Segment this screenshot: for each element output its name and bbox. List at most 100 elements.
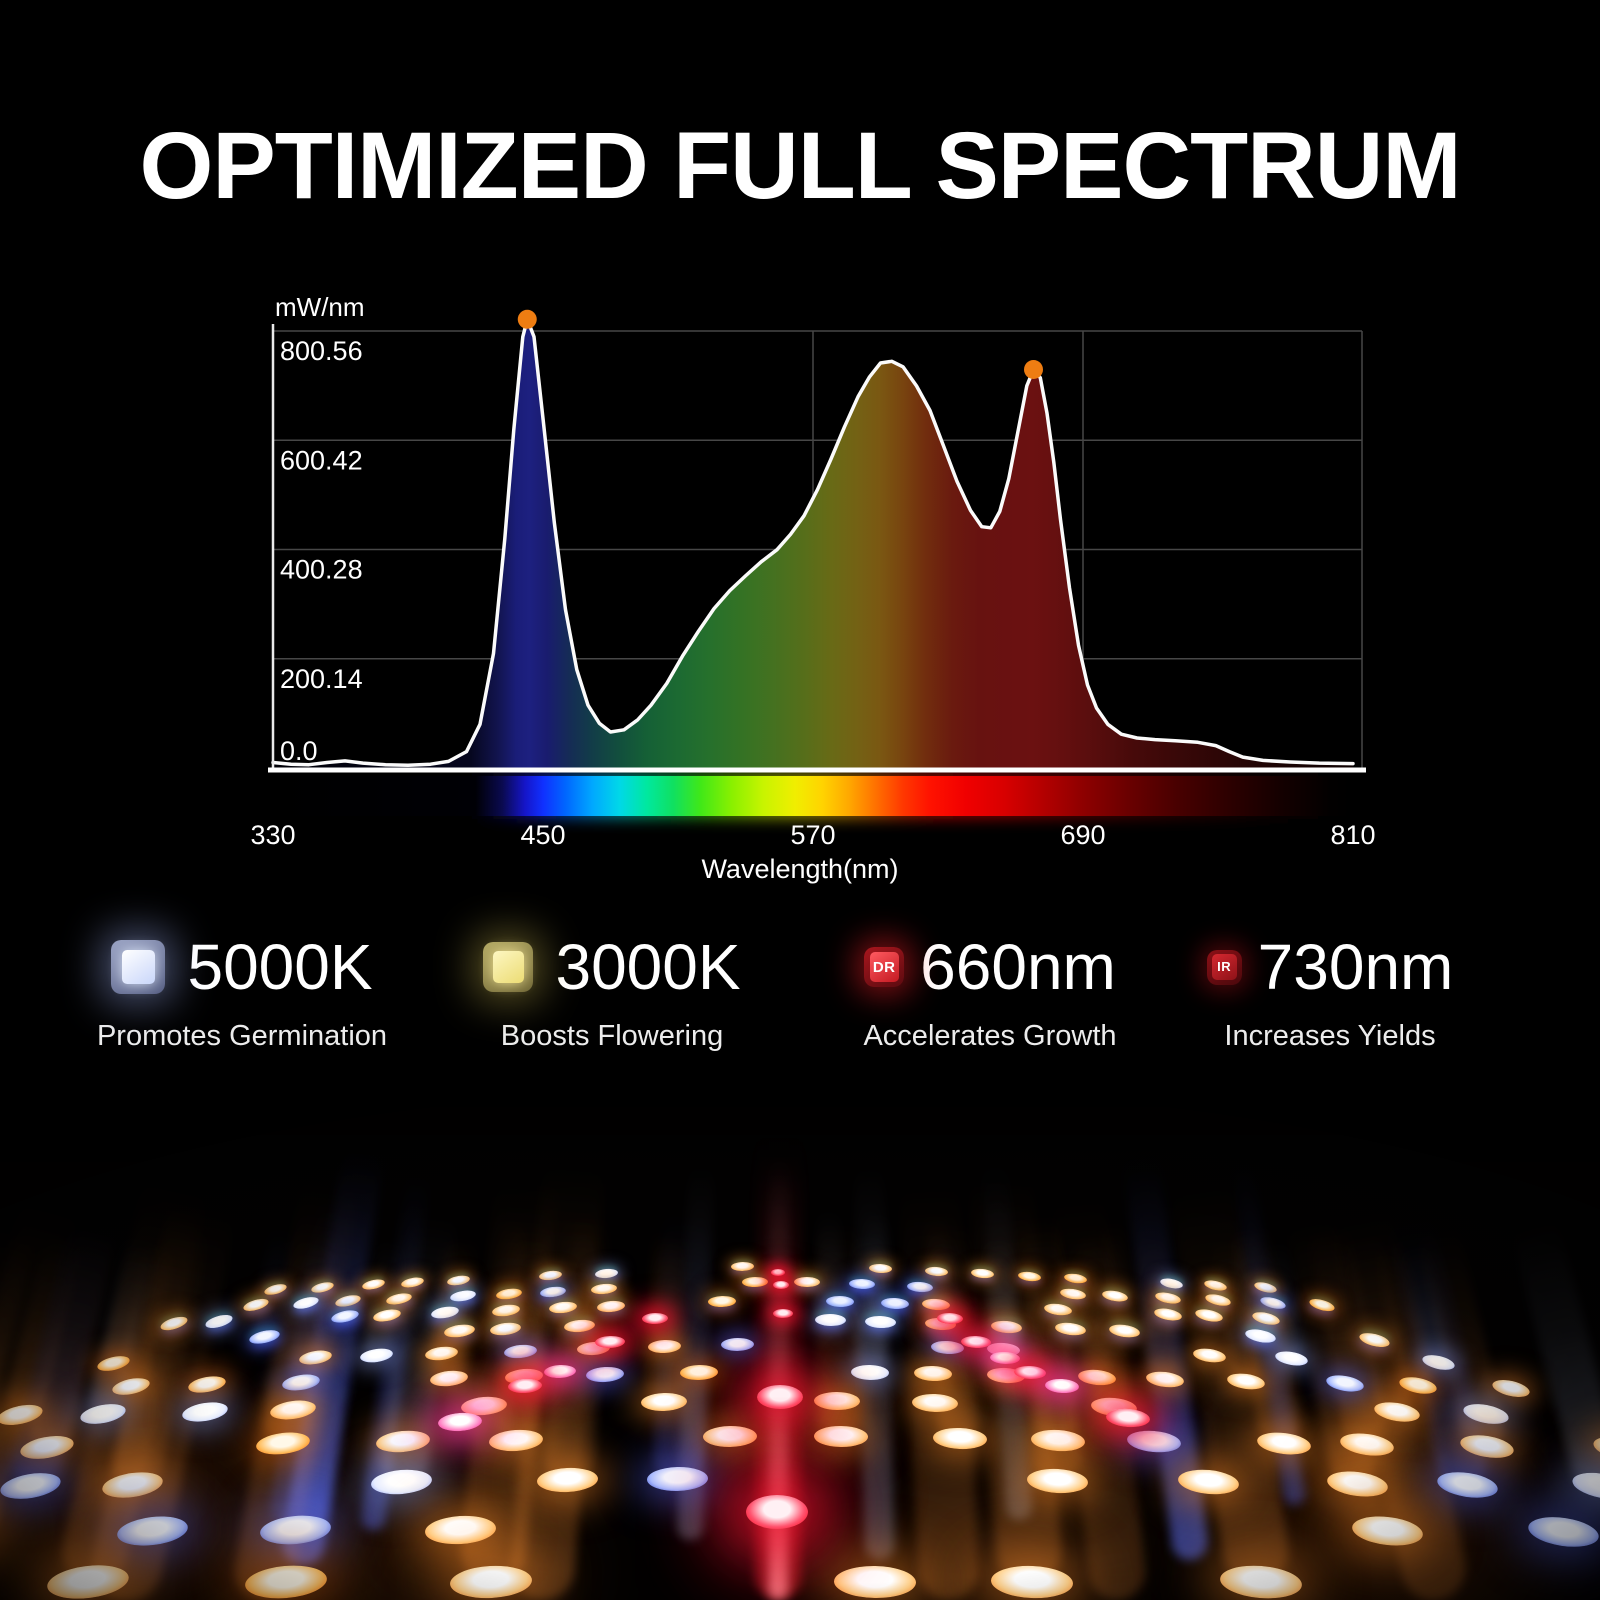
light-beam bbox=[261, 1208, 341, 1449]
led-dot bbox=[1100, 1288, 1128, 1303]
led-dot bbox=[772, 1280, 790, 1290]
light-beam bbox=[1323, 1182, 1472, 1600]
light-beam bbox=[1016, 1207, 1079, 1444]
led-dot bbox=[1044, 1378, 1080, 1394]
led-dot bbox=[989, 1351, 1021, 1365]
light-beam bbox=[7, 1198, 124, 1494]
led-dot bbox=[911, 1393, 958, 1413]
led-dot bbox=[18, 1431, 76, 1463]
led-dot bbox=[333, 1293, 361, 1309]
led-dot bbox=[254, 1429, 311, 1458]
led-dot bbox=[507, 1378, 543, 1394]
glow-spill bbox=[210, 1420, 630, 1600]
feature-desc: Promotes Germination bbox=[96, 1020, 388, 1052]
led-dot bbox=[1194, 1307, 1225, 1325]
feature-label: 730nm bbox=[1257, 931, 1454, 1003]
light-beam bbox=[755, 1109, 803, 1600]
light-beam bbox=[926, 1207, 982, 1442]
spectrum-chart: mW/nm 800.56 600.42 400.28 200.14 0.0 330 450 57… bbox=[250, 292, 1375, 884]
light-beam bbox=[108, 1196, 217, 1492]
led-dot bbox=[488, 1321, 521, 1337]
light-beam bbox=[1382, 1196, 1492, 1492]
light-beam bbox=[966, 1150, 1065, 1587]
led-dot bbox=[385, 1291, 413, 1306]
led-dot bbox=[880, 1297, 910, 1310]
light-beam bbox=[851, 1223, 886, 1375]
y-tick-label: 400.28 bbox=[280, 555, 363, 585]
light-beam bbox=[897, 1159, 980, 1600]
led-dot bbox=[539, 1285, 567, 1299]
led-dot bbox=[45, 1561, 131, 1600]
led-dot bbox=[243, 1562, 328, 1600]
light-beam bbox=[768, 1129, 790, 1600]
led-dot bbox=[1350, 1512, 1425, 1549]
spectrum-color-bar bbox=[273, 776, 1353, 816]
feature-3000k: 3000K Boosts Flowering bbox=[462, 928, 762, 1053]
led-dot bbox=[826, 1295, 855, 1307]
led-dot bbox=[430, 1304, 460, 1321]
led-dot bbox=[1063, 1272, 1088, 1285]
light-beam bbox=[645, 1217, 690, 1406]
light-beam bbox=[979, 1140, 1033, 1521]
led-dot bbox=[0, 1468, 63, 1503]
light-beam bbox=[566, 1207, 599, 1330]
y-tick-label: 800.56 bbox=[280, 336, 363, 366]
light-beam bbox=[653, 1194, 713, 1482]
led-dot bbox=[491, 1302, 521, 1318]
led-chip-5000k-icon bbox=[111, 940, 166, 994]
led-dot bbox=[680, 1364, 719, 1381]
led-dot bbox=[1126, 1428, 1182, 1455]
led-chip-3000k-icon bbox=[483, 942, 534, 992]
led-dot bbox=[990, 1319, 1023, 1335]
glow-spill bbox=[810, 1420, 1190, 1600]
light-beam bbox=[922, 1205, 953, 1327]
led-dot bbox=[646, 1466, 709, 1492]
led-dot bbox=[460, 1395, 509, 1417]
led-dot bbox=[359, 1346, 394, 1365]
led-dot bbox=[1144, 1369, 1185, 1390]
x-axis-label: Wavelength(nm) bbox=[701, 854, 898, 884]
led-dot bbox=[721, 1337, 755, 1352]
light-beam bbox=[1303, 1209, 1389, 1451]
led-dot bbox=[1204, 1292, 1232, 1309]
light-beam bbox=[864, 1203, 893, 1325]
led-dot bbox=[400, 1276, 425, 1290]
led-dot bbox=[79, 1400, 128, 1427]
led-dot bbox=[204, 1312, 235, 1331]
led-dot bbox=[538, 1270, 562, 1282]
led-dot bbox=[741, 1277, 768, 1288]
peak-marker bbox=[517, 309, 537, 329]
led-dot bbox=[1077, 1368, 1117, 1388]
led-dot bbox=[930, 1340, 965, 1356]
spectrum-curve bbox=[271, 317, 1355, 768]
led-dot bbox=[370, 1467, 434, 1497]
led-chip-dr-icon: DR bbox=[864, 947, 905, 987]
led-dot bbox=[1043, 1302, 1073, 1318]
led-dot bbox=[495, 1286, 523, 1301]
led-dot bbox=[504, 1367, 545, 1386]
light-beam bbox=[100, 1235, 155, 1369]
led-dot bbox=[1256, 1429, 1312, 1458]
light-beam bbox=[1047, 1169, 1148, 1600]
led-dot bbox=[375, 1428, 431, 1455]
led-dot bbox=[536, 1466, 599, 1494]
led-dot bbox=[708, 1295, 737, 1308]
led-dot bbox=[1435, 1468, 1500, 1502]
led-dot bbox=[794, 1276, 820, 1287]
light-beam bbox=[492, 1210, 528, 1332]
light-beam bbox=[1398, 1234, 1452, 1368]
x-tick-label: 810 bbox=[1330, 820, 1375, 850]
led-dot bbox=[563, 1319, 595, 1334]
led-board-photo bbox=[0, 1080, 1600, 1600]
led-dot bbox=[298, 1348, 334, 1367]
led-dot bbox=[1054, 1321, 1087, 1337]
led-dot bbox=[1152, 1306, 1183, 1323]
led-dot bbox=[1490, 1376, 1532, 1400]
light-beam bbox=[677, 1139, 716, 1541]
led-dot bbox=[921, 1298, 950, 1312]
led-dot bbox=[291, 1294, 320, 1311]
led-dot bbox=[258, 1513, 333, 1548]
led-dot bbox=[503, 1342, 538, 1360]
page-title: OPTIMIZED FULL SPECTRUM bbox=[139, 113, 1461, 219]
light-beam bbox=[1281, 1195, 1382, 1491]
